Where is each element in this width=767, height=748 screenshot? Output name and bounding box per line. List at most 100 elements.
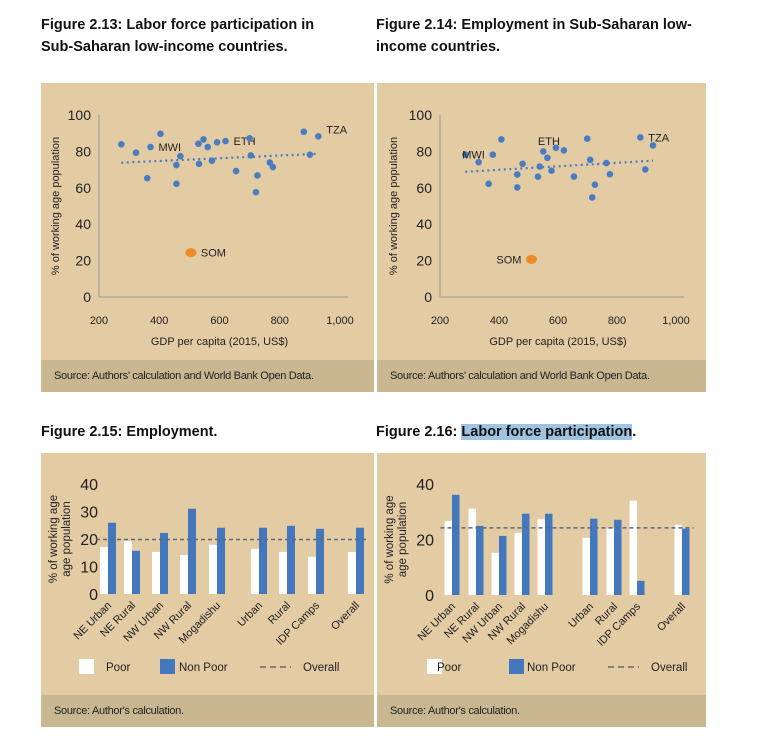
bar-non-poor xyxy=(259,527,267,594)
point-label: MWI xyxy=(159,142,182,154)
data-point xyxy=(489,151,497,158)
data-point xyxy=(637,134,644,141)
legend-non-poor-swatch xyxy=(160,659,175,674)
source-note: Source: Author's calculation. xyxy=(377,695,706,727)
x-tick-label: 400 xyxy=(150,315,168,327)
legend-label: Poor xyxy=(106,662,130,674)
data-point xyxy=(252,188,260,196)
data-point xyxy=(173,180,180,188)
bar-non-poor xyxy=(188,508,196,594)
data-point xyxy=(588,194,596,201)
data-point xyxy=(200,136,207,143)
data-point xyxy=(539,148,547,155)
bar-non-poor xyxy=(160,532,168,594)
source-note: Source: Authors’ calculation and World B… xyxy=(377,360,706,392)
data-point xyxy=(254,172,261,179)
title-prefix: Figure 2.16: xyxy=(376,424,462,440)
data-point xyxy=(475,158,482,166)
x-tick-label: Overall xyxy=(329,600,362,633)
highlight-point xyxy=(525,254,537,264)
data-point xyxy=(534,173,542,180)
figure-2-15-panel: 0 10 20 30 40 % of working age age population N… xyxy=(41,453,374,727)
y-tick-label: 0 xyxy=(425,588,434,605)
bar-poor xyxy=(606,528,614,595)
x-tick-label: 600 xyxy=(210,315,228,327)
data-point xyxy=(583,135,591,142)
data-point xyxy=(586,156,594,164)
y-tick-label: 20 xyxy=(75,253,91,269)
y-tick-label: 20 xyxy=(416,253,432,269)
data-point xyxy=(232,167,240,175)
bar-poor xyxy=(537,519,545,595)
legend-poor-swatch xyxy=(79,659,94,674)
x-tick-label: Urban xyxy=(235,600,265,630)
scatter-chart: 0 20 40 60 80 100 200 400 600 800 1,000 GDP per cap… xyxy=(388,107,690,348)
x-tick-label: 1,000 xyxy=(326,315,354,327)
bar-non-poor xyxy=(316,528,324,594)
bar-poor xyxy=(582,537,590,595)
title-line: income countries. xyxy=(376,39,501,55)
bar-non-poor xyxy=(217,527,225,594)
data-point xyxy=(213,139,221,146)
x-tick-label: 600 xyxy=(549,315,567,327)
bar-non-poor xyxy=(476,525,484,595)
data-point xyxy=(204,143,212,151)
y-tick-label: 40 xyxy=(416,216,432,232)
bar-non-poor xyxy=(590,518,598,595)
data-point xyxy=(147,143,154,151)
data-point xyxy=(603,159,610,167)
y-tick-label: 0 xyxy=(89,587,98,604)
legend-label: Overall xyxy=(303,662,339,674)
legend-label: Poor xyxy=(437,662,461,674)
bar-poor xyxy=(100,546,108,594)
bar-poor xyxy=(348,551,356,594)
data-point xyxy=(552,144,560,152)
data-point xyxy=(247,152,255,159)
data-point xyxy=(173,161,180,169)
data-point xyxy=(498,136,505,143)
source-note: Source: Authors’ calculation and World B… xyxy=(41,360,374,392)
y-axis-label: age population xyxy=(397,502,409,577)
bar-non-poor xyxy=(452,494,460,595)
point-label: ETH xyxy=(538,136,560,148)
data-point xyxy=(157,130,164,138)
legend-poor-swatch xyxy=(427,659,442,674)
y-tick-label: 20 xyxy=(416,533,434,550)
selected-text[interactable]: Labor force participation xyxy=(461,424,633,440)
data-point xyxy=(606,170,614,178)
legend-label: Non Poor xyxy=(527,662,576,674)
data-point xyxy=(462,151,469,158)
figure-2-15-title: Figure 2.15: Employment. xyxy=(41,424,218,440)
figure-2-16-title[interactable]: Figure 2.16: Labor force participation. xyxy=(376,421,636,443)
bar-poor xyxy=(629,500,637,595)
source-note: Source: Author's calculation. xyxy=(41,695,374,727)
data-point xyxy=(143,174,151,182)
y-tick-label: 60 xyxy=(75,180,91,196)
data-point xyxy=(306,151,314,158)
x-axis-label: GDP per capita (2015, US$) xyxy=(151,336,288,348)
bar-poor xyxy=(491,552,499,595)
title-line: Figure 2.14: Employment in Sub-Saharan l… xyxy=(376,17,692,33)
data-point xyxy=(246,134,253,142)
bar-poor xyxy=(308,556,316,594)
legend-label: Overall xyxy=(651,662,687,674)
data-point xyxy=(513,184,521,191)
bar-non-poor xyxy=(499,535,507,595)
point-label: SOM xyxy=(201,248,226,260)
data-point xyxy=(560,147,568,154)
x-tick-label: 200 xyxy=(90,315,108,327)
data-point xyxy=(117,141,125,148)
data-point xyxy=(132,149,140,156)
data-point xyxy=(544,154,551,162)
data-point xyxy=(591,181,599,189)
y-tick-label: 100 xyxy=(68,107,92,123)
legend-non-poor-swatch xyxy=(509,659,524,674)
data-point xyxy=(177,152,184,160)
point-label: TZA xyxy=(326,124,347,136)
data-point xyxy=(315,132,322,140)
x-tick-label: 200 xyxy=(431,315,449,327)
bar-non-poor xyxy=(356,527,364,594)
data-point xyxy=(195,160,203,168)
y-tick-label: 60 xyxy=(416,180,432,196)
